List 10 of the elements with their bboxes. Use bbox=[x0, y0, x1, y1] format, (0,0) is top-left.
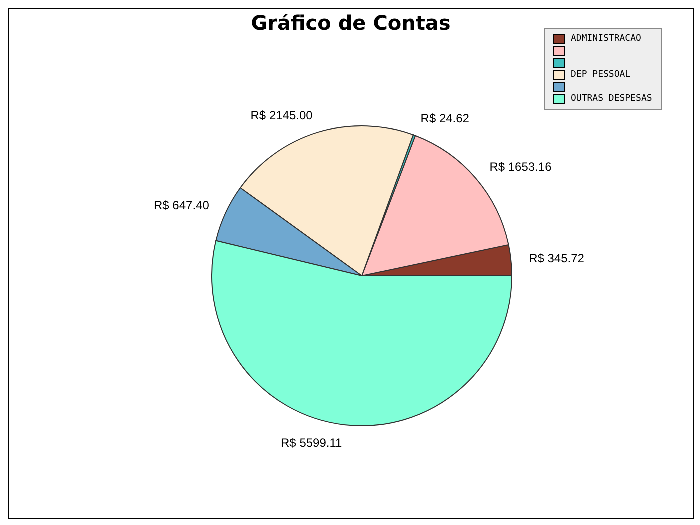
legend-label: DEP PESSOAL bbox=[571, 70, 631, 80]
data-label: R$ 5599.11 bbox=[281, 436, 343, 450]
data-label: R$ 647.40 bbox=[154, 198, 210, 213]
legend-label: OUTRAS DESPESAS bbox=[571, 94, 652, 104]
data-label: R$ 24.62 bbox=[420, 112, 470, 126]
legend-label: ADMINISTRACAO bbox=[571, 34, 642, 44]
data-label: R$ 1653.16 bbox=[490, 160, 552, 174]
chart-title: Gráfico de Contas bbox=[250, 11, 452, 35]
data-label: R$ 345.72 bbox=[529, 252, 585, 266]
data-label: R$ 2145.00 bbox=[250, 108, 314, 122]
